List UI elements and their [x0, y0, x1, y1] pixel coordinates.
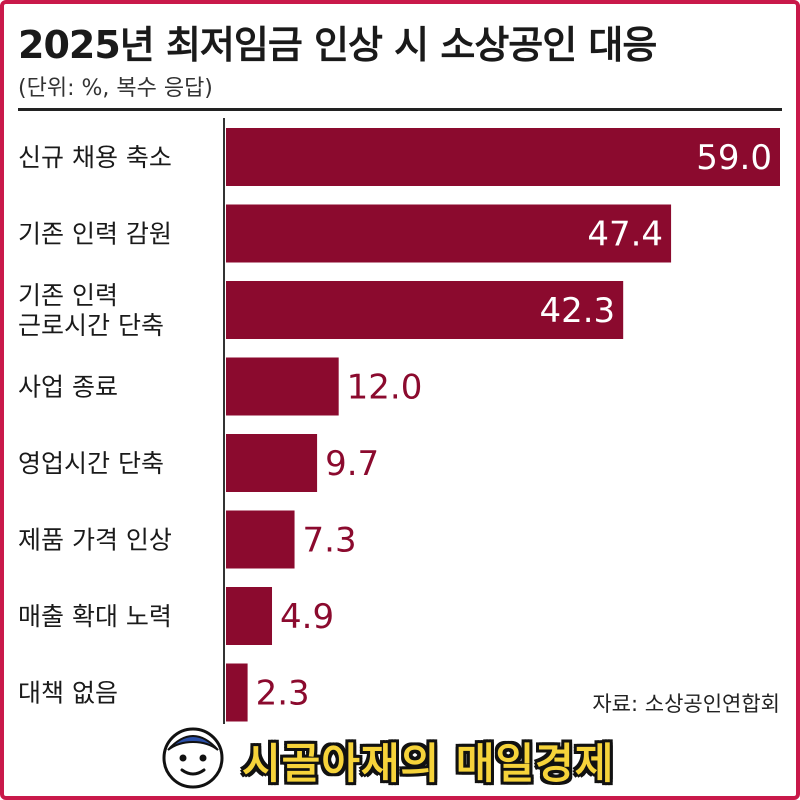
value-label-1: 59.0 — [696, 138, 772, 178]
category-label-6: 제품 가격 인상 — [18, 526, 172, 555]
title-divider — [18, 108, 782, 111]
value-label-2: 47.4 — [587, 215, 663, 255]
bar-8 — [226, 663, 248, 722]
value-label-3: 42.3 — [539, 291, 615, 331]
category-label-5: 영업시간 단축 — [18, 449, 164, 478]
mascot-icon — [162, 727, 224, 789]
value-label-4: 12.0 — [347, 368, 423, 408]
category-label-3-1: 기존 인력 — [18, 281, 118, 310]
channel-banner: 시골아재의 매일경제 — [0, 722, 800, 794]
chart-subtitle: (단위: %, 복수 응답) — [18, 76, 213, 101]
bar-1 — [226, 128, 780, 186]
bar-5 — [226, 434, 318, 492]
bar-7 — [226, 587, 273, 645]
source-label: 자료: 소상공인연합회 — [592, 692, 780, 716]
value-label-5: 9.7 — [325, 444, 379, 484]
bar-3 — [226, 281, 624, 339]
value-label-7: 4.9 — [280, 597, 334, 637]
category-label-2: 기존 인력 감원 — [18, 220, 172, 249]
bar-4 — [226, 357, 339, 416]
category-label-7: 매출 확대 노력 — [18, 602, 172, 631]
category-label-1: 신규 채용 축소 — [18, 143, 172, 172]
category-label-4: 사업 종료 — [18, 373, 118, 402]
value-label-6: 7.3 — [303, 521, 357, 561]
category-label-3-2: 근로시간 단축 — [18, 311, 164, 340]
bar-6 — [226, 510, 295, 569]
category-label-8: 대책 없음 — [18, 679, 118, 708]
value-label-8: 2.3 — [256, 674, 310, 714]
bar-2 — [226, 204, 672, 263]
banner-title: 시골아재의 매일경제 — [242, 739, 615, 788]
chart-title: 2025년 최저임금 인상 시 소상공인 대응 — [18, 23, 657, 67]
